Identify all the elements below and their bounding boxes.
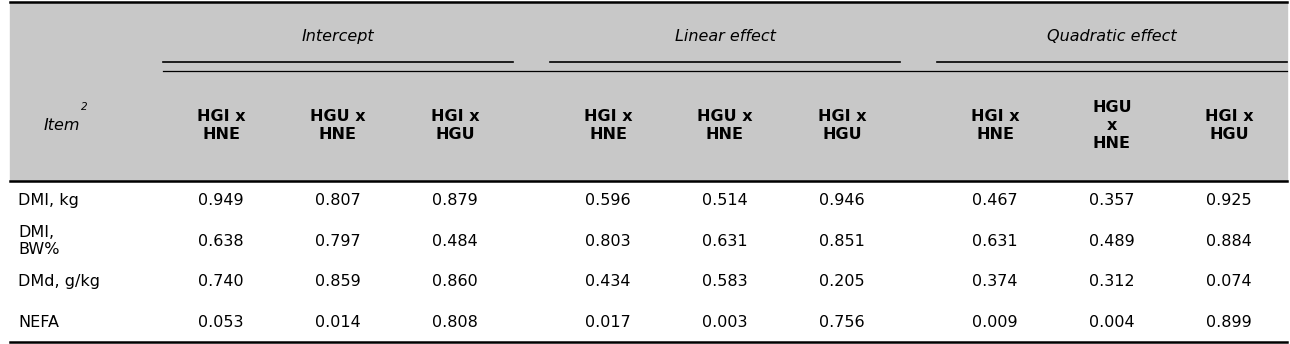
Text: 0.925: 0.925	[1206, 193, 1251, 208]
Text: 0.949: 0.949	[199, 193, 244, 208]
Text: Quadratic effect: Quadratic effect	[1047, 29, 1176, 44]
Text: 0.004: 0.004	[1089, 314, 1135, 330]
Text: 0.374: 0.374	[973, 274, 1018, 289]
Text: 0.357: 0.357	[1089, 193, 1135, 208]
Text: HGU x
HNE: HGU x HNE	[697, 109, 753, 142]
Text: HGI x
HNE: HGI x HNE	[970, 109, 1019, 142]
Text: 0.756: 0.756	[819, 314, 864, 330]
Text: 0.009: 0.009	[973, 314, 1018, 330]
Text: 0.740: 0.740	[199, 274, 244, 289]
Text: Item: Item	[44, 118, 80, 133]
Text: NEFA: NEFA	[18, 314, 59, 330]
Text: HGI x
HGU: HGI x HGU	[431, 109, 480, 142]
Text: 0.514: 0.514	[702, 193, 748, 208]
Text: 0.946: 0.946	[819, 193, 864, 208]
Text: HGU x
HNE: HGU x HNE	[310, 109, 366, 142]
Text: 0.638: 0.638	[199, 234, 244, 249]
Text: 2: 2	[81, 101, 88, 112]
Text: DMI, kg: DMI, kg	[18, 193, 79, 208]
Text: 0.803: 0.803	[586, 234, 631, 249]
Text: 0.807: 0.807	[315, 193, 361, 208]
Text: 0.859: 0.859	[315, 274, 361, 289]
Text: 0.053: 0.053	[199, 314, 244, 330]
Text: 0.631: 0.631	[702, 234, 748, 249]
Text: Linear effect: Linear effect	[675, 29, 775, 44]
Text: 0.884: 0.884	[1206, 234, 1251, 249]
Text: 0.003: 0.003	[702, 314, 748, 330]
Text: 0.014: 0.014	[315, 314, 361, 330]
Text: 0.074: 0.074	[1206, 274, 1251, 289]
Text: HGI x
HNE: HGI x HNE	[583, 109, 632, 142]
Text: HGI x
HNE: HGI x HNE	[196, 109, 245, 142]
Text: 0.467: 0.467	[973, 193, 1018, 208]
Text: 0.017: 0.017	[586, 314, 631, 330]
Text: 0.489: 0.489	[1089, 234, 1135, 249]
Text: HGI x
HGU: HGI x HGU	[818, 109, 867, 142]
Text: 0.312: 0.312	[1089, 274, 1135, 289]
Text: 0.860: 0.860	[432, 274, 477, 289]
Text: DMI,
BW%: DMI, BW%	[18, 225, 59, 257]
Text: HGU
x
HNE: HGU x HNE	[1093, 100, 1131, 151]
Text: HGI x
HGU: HGI x HGU	[1205, 109, 1254, 142]
Text: 0.808: 0.808	[432, 314, 477, 330]
Text: 0.583: 0.583	[702, 274, 748, 289]
Text: 0.899: 0.899	[1206, 314, 1251, 330]
Text: 0.484: 0.484	[432, 234, 477, 249]
Text: DMd, g/kg: DMd, g/kg	[18, 274, 101, 289]
Text: 0.205: 0.205	[819, 274, 864, 289]
Text: 0.434: 0.434	[586, 274, 631, 289]
Text: 0.797: 0.797	[315, 234, 361, 249]
Text: Intercept: Intercept	[302, 29, 374, 44]
Bar	[10, 2, 1287, 181]
Text: 0.631: 0.631	[973, 234, 1018, 249]
Text: 0.851: 0.851	[819, 234, 864, 249]
Text: 0.596: 0.596	[586, 193, 631, 208]
Text: 0.879: 0.879	[432, 193, 477, 208]
